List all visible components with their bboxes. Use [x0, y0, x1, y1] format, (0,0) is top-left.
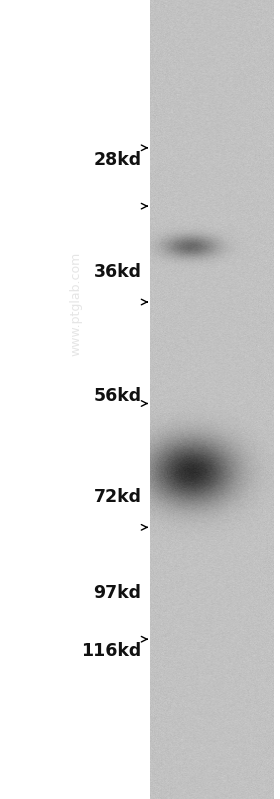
Text: 97kd: 97kd — [94, 584, 141, 602]
Text: 116kd: 116kd — [81, 642, 141, 660]
Text: 72kd: 72kd — [94, 488, 141, 506]
Text: 36kd: 36kd — [94, 263, 141, 280]
Text: www.ptglab.com: www.ptglab.com — [69, 252, 82, 356]
Text: 56kd: 56kd — [93, 387, 141, 404]
Text: 28kd: 28kd — [93, 151, 141, 169]
